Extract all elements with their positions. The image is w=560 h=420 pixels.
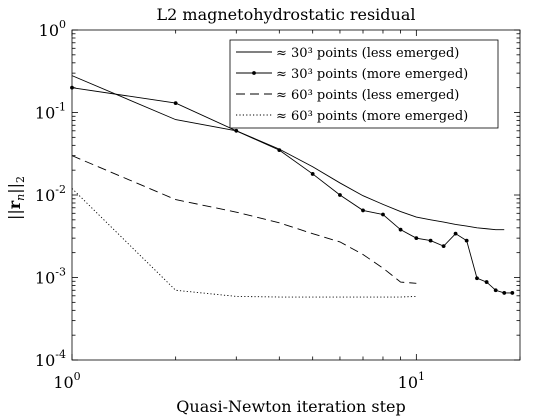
- legend-box: [229, 39, 499, 129]
- data-point: [338, 193, 342, 197]
- data-point: [428, 238, 433, 243]
- x-tick-mantissa: 10: [398, 373, 418, 392]
- data-point: [484, 280, 489, 284]
- y-axis-label-norm-right: ||: [5, 183, 24, 194]
- y-tick-label: 10-4: [35, 348, 66, 370]
- data-point: [510, 291, 515, 295]
- y-tick-label: 10-1: [35, 101, 66, 123]
- y-tick-mantissa: 10: [35, 186, 55, 205]
- x-tick-label: 101: [398, 370, 425, 392]
- legend: ≈ 30³ points (less emerged) ≈ 30³ points …: [229, 39, 499, 129]
- y-tick-exponent: -2: [55, 183, 66, 196]
- series-1: [71, 75, 505, 231]
- series-3: [71, 155, 417, 284]
- y-axis-label-norm-left: ||: [5, 209, 24, 220]
- data-point: [234, 128, 239, 133]
- x-tick-mantissa: 10: [53, 373, 73, 392]
- y-axis-label-subscript: n: [14, 194, 27, 201]
- legend-marker: [252, 71, 256, 75]
- y-axis-label-vector: r: [5, 200, 24, 209]
- x-tick-label: 100: [53, 370, 80, 392]
- y-tick-exponent: -1: [55, 101, 66, 114]
- data-point: [464, 238, 469, 243]
- y-tick-mantissa: 10: [35, 351, 55, 370]
- y-tick-label: 100: [39, 18, 66, 40]
- y-tick-mantissa: 10: [35, 104, 55, 123]
- data-point: [441, 244, 446, 249]
- data-point: [414, 236, 419, 241]
- series-layer: [70, 75, 515, 298]
- data-point: [398, 227, 403, 232]
- y-tick-mantissa: 10: [39, 21, 59, 40]
- legend-label-2: ≈ 30³ points (more emerged): [276, 67, 468, 82]
- y-tick-label: 10-3: [35, 266, 66, 288]
- data-point: [493, 288, 498, 293]
- legend-label-4: ≈ 60³ points (more emerged): [276, 109, 468, 124]
- data-point: [277, 148, 282, 153]
- data-point: [475, 276, 479, 281]
- series-2: [70, 85, 515, 295]
- x-tick-exponent: 0: [74, 370, 81, 383]
- legend-label-3: ≈ 60³ points (less emerged): [276, 88, 459, 103]
- y-axis-label: ||rn||2: [5, 176, 27, 220]
- data-point: [453, 231, 458, 236]
- data-point: [173, 101, 178, 105]
- y-tick-exponent: -4: [55, 348, 66, 361]
- series-line: [71, 188, 417, 298]
- series-line: [71, 155, 417, 284]
- x-axis-label: Quasi-Newton iteration step: [176, 397, 405, 416]
- y-tick-exponent: -3: [55, 266, 66, 279]
- x-tick-exponent: 1: [418, 370, 425, 383]
- series-4: [71, 188, 417, 298]
- y-tick-exponent: 0: [59, 18, 66, 31]
- data-point: [310, 172, 315, 176]
- chart-title: L2 magnetohydrostatic residual: [157, 5, 416, 24]
- y-tick-label: 10-2: [35, 183, 66, 205]
- series-line: [71, 75, 505, 231]
- y-axis-label-order: 2: [14, 176, 27, 183]
- legend-label-1: ≈ 30³ points (less emerged): [276, 46, 459, 61]
- data-point: [381, 212, 385, 217]
- data-point: [502, 291, 507, 295]
- data-point: [361, 208, 365, 213]
- y-tick-mantissa: 10: [35, 269, 55, 288]
